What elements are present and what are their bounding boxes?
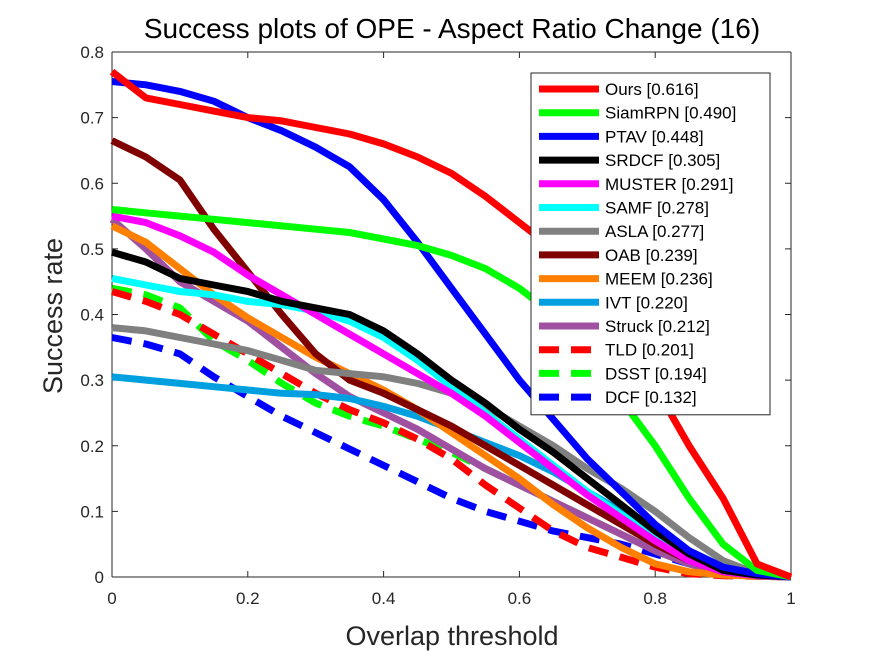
- legend: Ours [0.616] SiamRPN [0.490] PTAV [0.448] S…: [530, 72, 771, 416]
- x-axis-ticks: 0 0.2 0.4 0.6 0.8 1: [107, 52, 796, 608]
- x-axis-label: Overlap threshold: [345, 621, 558, 651]
- chart-title: Success plots of OPE - Aspect Ratio Chan…: [144, 13, 760, 44]
- x-tick-label: 1: [786, 589, 795, 608]
- x-tick-label: 0.4: [372, 589, 396, 608]
- legend-entry-label: OAB [0.239]: [605, 246, 698, 265]
- y-tick-label: 0.3: [80, 371, 104, 390]
- series-line-ours: [109, 68, 793, 581]
- y-axis-label: Success rate: [38, 238, 68, 394]
- series-lines: [109, 68, 793, 581]
- legend-entry-label: MEEM [0.236]: [605, 270, 713, 289]
- x-tick-label: 0.2: [236, 589, 260, 608]
- y-axis-ticks: 0 0.1 0.2 0.3 0.4 0.5 0.6 0.7 0.8: [80, 43, 791, 587]
- series-line-struck: [109, 216, 792, 581]
- x-tick-label: 0.8: [643, 589, 667, 608]
- series-line-ptav: [111, 78, 792, 581]
- x-tick-label: 0: [107, 589, 116, 608]
- legend-entry-label: PTAV [0.448]: [605, 127, 704, 146]
- series-line-meem: [110, 222, 792, 581]
- y-tick-label: 0: [95, 568, 104, 587]
- legend-entry-label: SiamRPN [0.490]: [605, 104, 736, 123]
- y-tick-label: 0.8: [80, 43, 104, 62]
- series-line-muster: [111, 212, 792, 581]
- legend-entry-label: Struck [0.212]: [605, 317, 710, 336]
- y-tick-label: 0.2: [80, 437, 104, 456]
- legend-box: [530, 72, 771, 416]
- legend-entry-label: TLD [0.201]: [605, 341, 694, 360]
- y-tick-label: 0.4: [80, 306, 104, 325]
- legend-entry-label: MUSTER [0.291]: [605, 175, 734, 194]
- legend-entry-label: IVT [0.220]: [605, 293, 688, 312]
- legend-entry-label: SRDCF [0.305]: [605, 151, 720, 170]
- y-tick-label: 0.5: [80, 240, 104, 259]
- legend-entry-label: SAMF [0.278]: [605, 199, 709, 218]
- y-tick-label: 0.7: [80, 109, 104, 128]
- x-tick-label: 0.6: [508, 589, 532, 608]
- legend-entry-label: DCF [0.132]: [605, 388, 697, 407]
- legend-entry-label: ASLA [0.277]: [605, 222, 704, 241]
- legend-entry-label: DSST [0.194]: [605, 364, 707, 383]
- legend-entry-label: Ours [0.616]: [605, 80, 699, 99]
- series-line-siamrpn: [111, 206, 792, 581]
- y-tick-label: 0.1: [80, 502, 104, 521]
- y-tick-label: 0.6: [80, 174, 104, 193]
